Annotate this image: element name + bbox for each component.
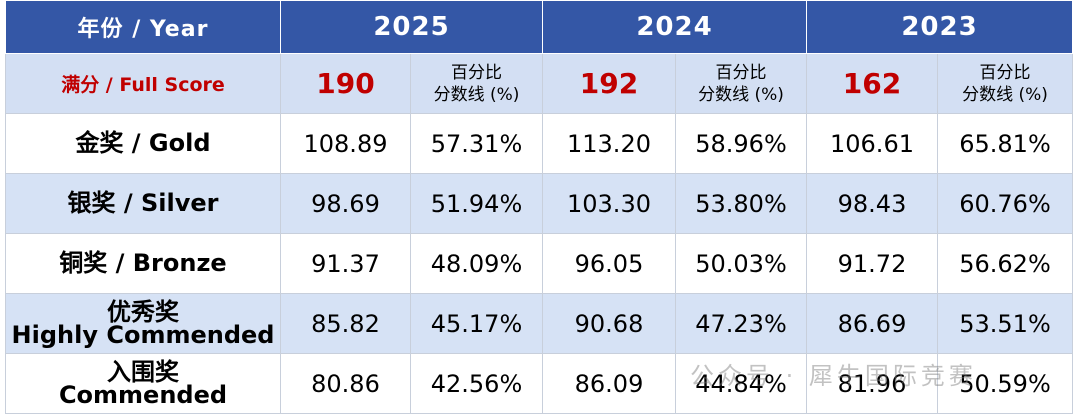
data-row: 银奖 / Silver 98.69 51.94% 103.30 53.80% 98.43 6… [5,173,1073,234]
cell: 45.17% [410,293,543,354]
cell: 96.05 [542,233,676,294]
cell: 48.09% [410,233,543,294]
header-cell: 年份 / Year [5,0,281,54]
cell: 91.37 [280,233,411,294]
data-row: 优秀奖 Highly Commended 85.82 45.17% 90.68 47.23… [5,293,1073,354]
cell: 56.62% [937,233,1073,294]
text-line: 分数线 (%) [962,84,1048,105]
cell: 65.81% [937,113,1073,174]
cell: 53.80% [675,173,807,234]
cell: 106.61 [806,113,938,174]
year-header: 2023 [806,0,1073,54]
full-score-row: 满分 / Full Score 190 百分比 分数线 (%) 192 百分比 分数线 (%… [5,53,1073,114]
cell: 98.69 [280,173,411,234]
cell: 90.68 [542,293,676,354]
cell: 91.72 [806,233,938,294]
cell: 58.96% [675,113,807,174]
cell: 86.69 [806,293,938,354]
row-label: 入围奖 Commended [5,353,281,414]
text-line: 分数线 (%) [698,84,784,105]
row-label: 满分 / Full Score [5,53,281,114]
text-line: 铜奖 / Bronze [59,249,227,277]
row-label: 优秀奖 Highly Commended [5,293,281,354]
text-line: Highly Commended [11,320,275,349]
pct-header: 百分比 分数线 (%) [675,53,807,114]
cell: 47.23% [675,293,807,354]
pct-header: 百分比 分数线 (%) [410,53,543,114]
cell: 103.30 [542,173,676,234]
full-score: 162 [806,53,938,114]
text-line: 优秀奖 [107,297,179,326]
cell: 86.09 [542,353,676,414]
cell: 81.96 [806,353,938,414]
cell: 44.84% [675,353,807,414]
full-score: 192 [542,53,676,114]
row-label: 金奖 / Gold [5,113,281,174]
cell: 57.31% [410,113,543,174]
cell: 42.56% [410,353,543,414]
text-line: 百分比 [451,62,502,83]
cell: 50.59% [937,353,1073,414]
data-row: 金奖 / Gold 108.89 57.31% 113.20 58.96% 106.61 6… [5,113,1073,174]
cell: 53.51% [937,293,1073,354]
text-line: 入围奖 [107,357,179,386]
text-line: 金奖 / Gold [75,129,211,157]
row-label: 铜奖 / Bronze [5,233,281,294]
cell: 113.20 [542,113,676,174]
year-header: 2024 [542,0,807,54]
cell: 50.03% [675,233,807,294]
header-row: 年份 / Year 2025 2024 2023 [5,0,1073,54]
text-line: 分数线 (%) [433,84,520,105]
text-line: Commended [58,380,228,409]
cell: 98.43 [806,173,938,234]
text-line: 银奖 / Silver [67,189,219,217]
cell: 108.89 [280,113,411,174]
cell: 85.82 [280,293,411,354]
text-line: 百分比 [715,62,767,83]
cell: 80.86 [280,353,411,414]
cell: 51.94% [410,173,543,234]
cell: 60.76% [937,173,1073,234]
full-score: 190 [280,53,411,114]
row-label: 银奖 / Silver [5,173,281,234]
text-line: 百分比 [979,62,1031,83]
data-row: 入围奖 Commended 80.86 42.56% 86.09 44.84% 81.96 5… [5,353,1073,414]
score-table: 年份 / Year 2025 2024 2023 满分 / Full Score 190 百… [5,0,1073,414]
year-header: 2025 [280,0,543,54]
data-row: 铜奖 / Bronze 91.37 48.09% 96.05 50.03% 91.72 56… [5,233,1073,294]
pct-header: 百分比 分数线 (%) [937,53,1073,114]
